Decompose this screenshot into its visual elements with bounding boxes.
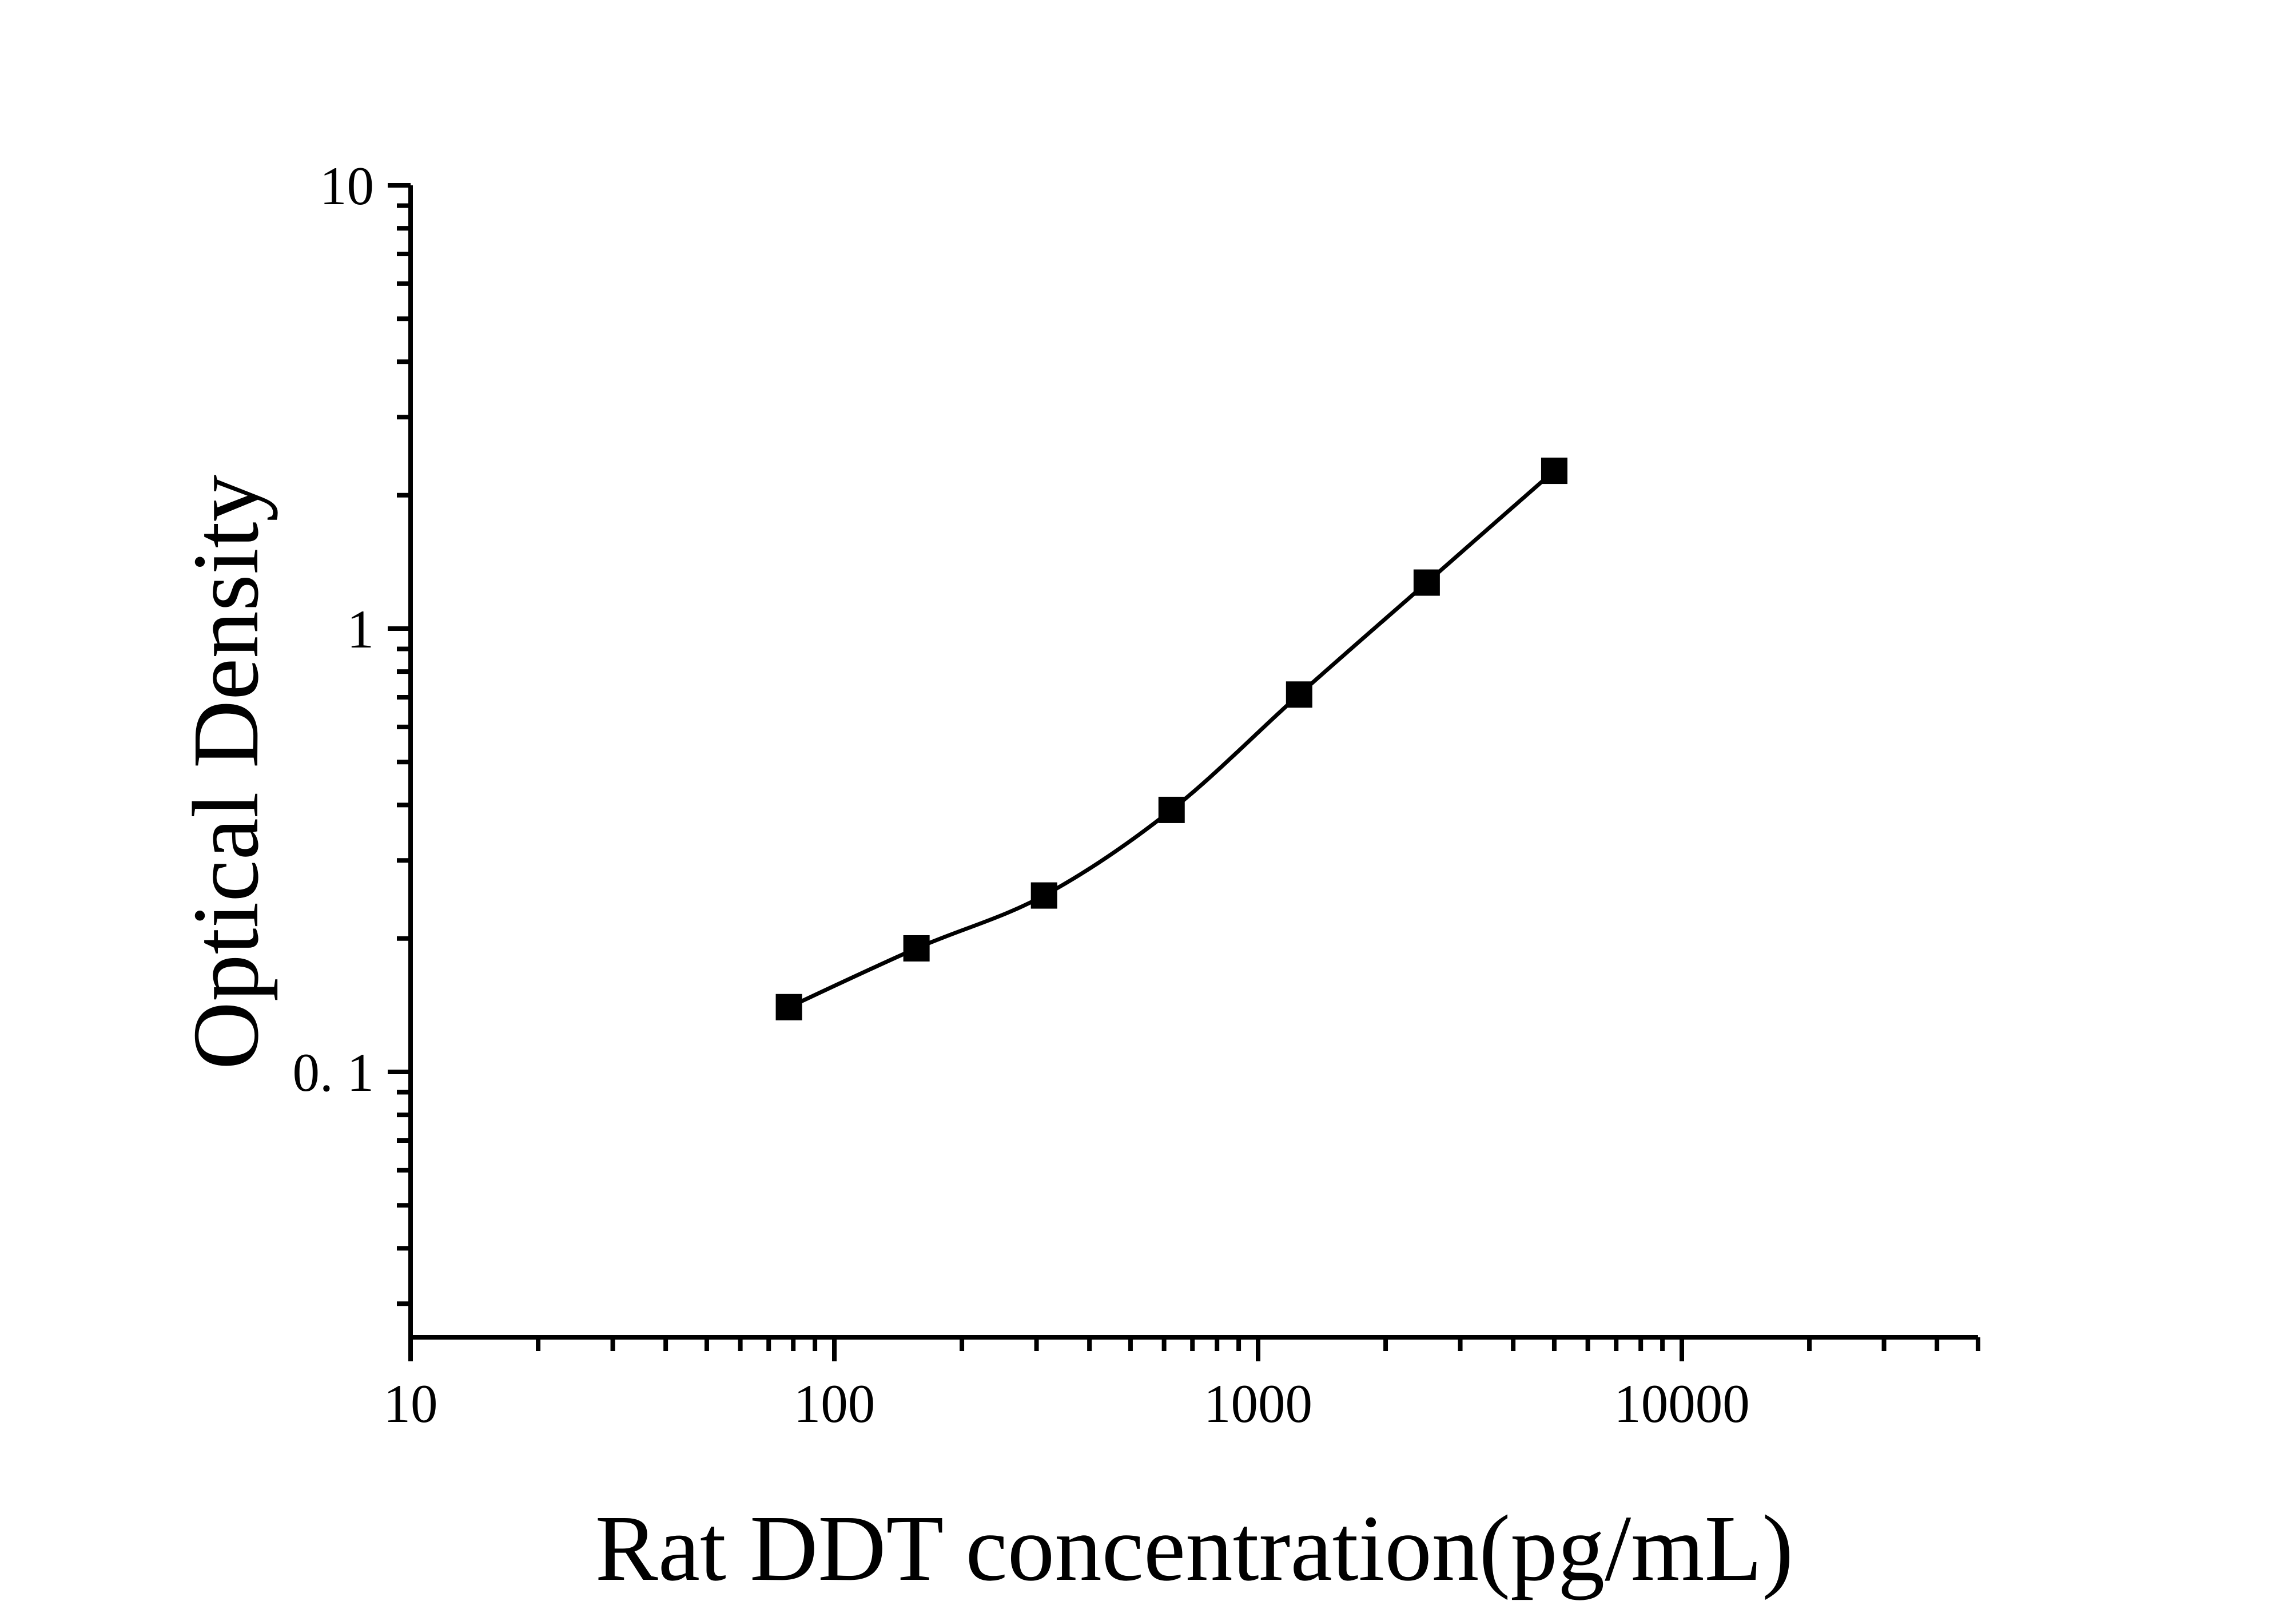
data-point-marker <box>1541 458 1567 484</box>
x-tick-label: 1000 <box>1204 1373 1312 1434</box>
y-tick-label: 0. 1 <box>293 1042 375 1103</box>
axis-ticks <box>388 183 1980 1361</box>
axis-frame <box>408 185 1978 1340</box>
data-point-markers <box>775 458 1567 1020</box>
y-tick-label: 1 <box>347 599 375 660</box>
x-tick-label: 100 <box>794 1373 876 1434</box>
standard-curve-line <box>788 469 1556 1009</box>
y-axis-title: Optical Density <box>173 475 278 1070</box>
data-point-marker <box>1158 796 1185 823</box>
data-point-marker <box>903 935 930 962</box>
x-axis-title: Rat DDT concentration(pg/mL) <box>595 1496 1794 1600</box>
axes <box>408 185 1978 1340</box>
data-point-marker <box>775 994 802 1020</box>
data-point-marker <box>1286 681 1312 708</box>
data-point-marker <box>1030 882 1057 909</box>
axis-tick-labels: 10 1 0. 1 10 100 1000 10000 <box>293 156 1750 1434</box>
data-point-marker <box>1413 569 1440 596</box>
x-tick-label: 10 <box>384 1373 438 1434</box>
y-tick-label: 10 <box>320 156 374 216</box>
x-tick-label: 10000 <box>1614 1373 1750 1434</box>
